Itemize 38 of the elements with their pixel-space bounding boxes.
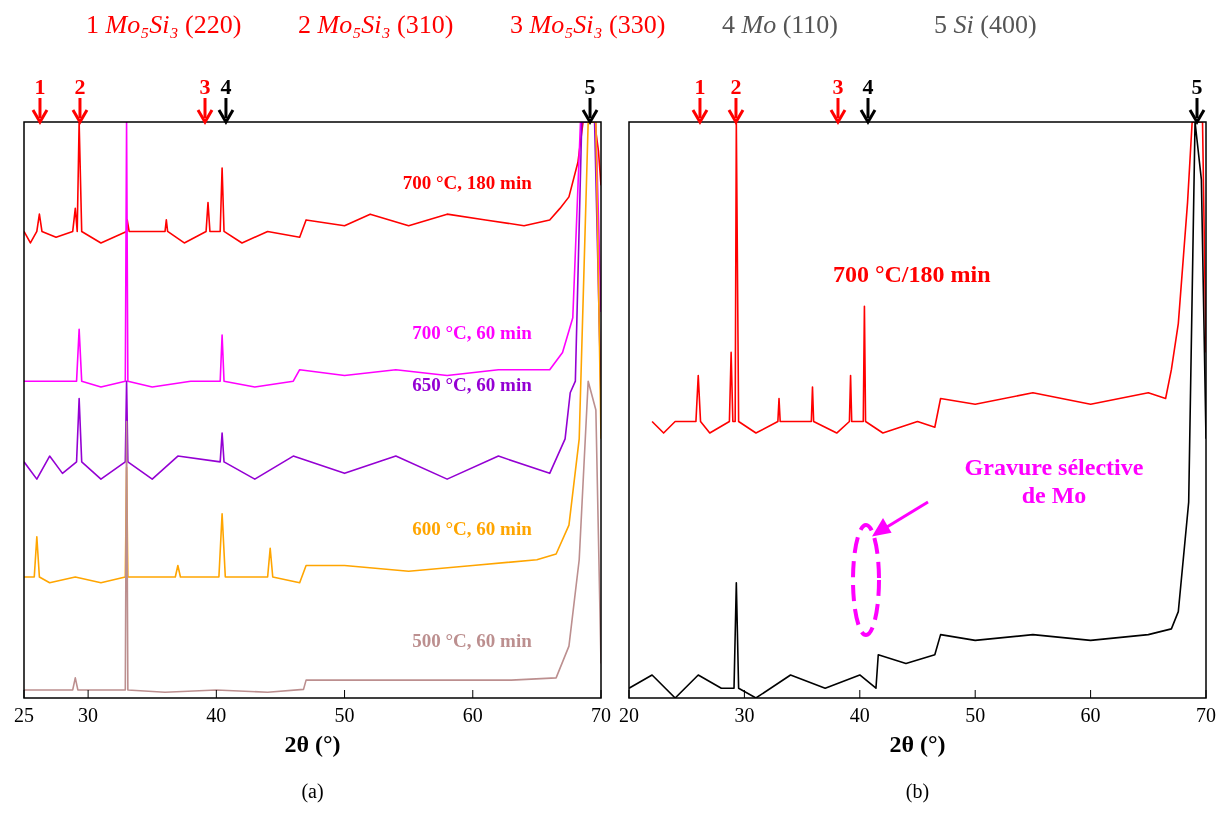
- text: 3: [199, 74, 211, 99]
- annotation: Gravure sélective de Mo: [964, 454, 1144, 508]
- series-label: 600 °C, 60 min: [412, 518, 533, 540]
- x-tick-label: 25: [14, 704, 34, 726]
- x-tick-label: 70: [591, 704, 611, 726]
- x-tick-label: 40: [849, 704, 870, 726]
- x-tick-label: 60: [462, 704, 483, 726]
- text: 5: [584, 74, 596, 99]
- x-tick-label: 20: [619, 704, 639, 726]
- x-tick-label: 50: [334, 704, 355, 726]
- x-tick-label: 50: [965, 704, 986, 726]
- text: (a): [301, 780, 324, 803]
- text: (b): [905, 780, 930, 803]
- text: 5 Si (400): [934, 10, 1037, 39]
- x-tick-label: 30: [734, 704, 755, 726]
- text: 1: [34, 74, 46, 99]
- series-label: 700 °C, 60 min: [412, 322, 533, 344]
- series-label: 700 °C, 180 min: [402, 172, 533, 194]
- x-tick-label: 40: [206, 704, 227, 726]
- x-tick-label: 70: [1196, 704, 1216, 726]
- series-label: 700 °C/180 min: [832, 260, 991, 287]
- text: 4: [862, 74, 874, 99]
- series-label: 650 °C, 60 min: [412, 374, 533, 396]
- text: 3 Mo₅Si₃ (330): [510, 10, 666, 39]
- x-axis-title: 2θ (°): [284, 731, 341, 757]
- text: 4 Mo (110): [722, 10, 839, 39]
- x-tick-label: 30: [78, 704, 99, 726]
- text: 2 Mo₅Si₃ (310): [298, 10, 454, 39]
- text: 5: [1191, 74, 1203, 99]
- x-axis-title: 2θ (°): [889, 731, 946, 757]
- text: 4: [220, 74, 232, 99]
- text: 3: [832, 74, 844, 99]
- x-tick-label: 60: [1080, 704, 1101, 726]
- text: 1: [694, 74, 706, 99]
- text: 2: [74, 74, 86, 99]
- text: 1 Mo₅Si₃ (220): [86, 10, 242, 39]
- text: 2: [730, 74, 742, 99]
- series-label: 500 °C, 60 min: [412, 630, 533, 652]
